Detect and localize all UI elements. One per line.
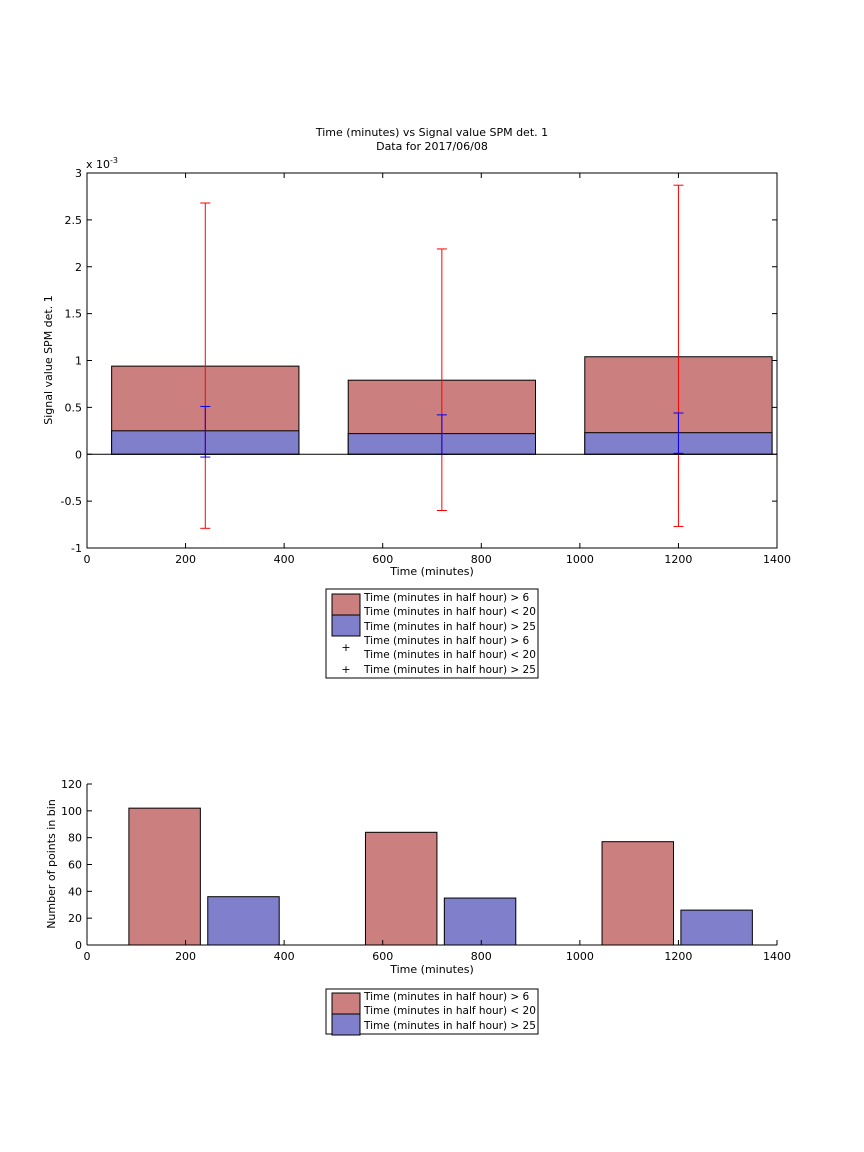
errorbar-series1-3 bbox=[673, 184, 684, 527]
signal-chart: Time (minutes) vs Signal value SPM det. … bbox=[42, 126, 791, 679]
y-tick-label: 100 bbox=[61, 805, 82, 818]
y-tick-label: 120 bbox=[61, 778, 82, 791]
errorbar-series1-2 bbox=[436, 248, 447, 511]
legend-swatch-red-bar bbox=[331, 593, 361, 616]
count-bar-series2-2 bbox=[443, 897, 517, 946]
legend-label-red-bar-line2: Time (minutes in half hour) < 20 bbox=[363, 606, 536, 618]
legend-swatch-blue-bar bbox=[331, 1013, 361, 1036]
y-exponent-label: x 10-3 bbox=[86, 156, 118, 171]
y-tick-label: 60 bbox=[68, 859, 82, 872]
chart-title: Time (minutes) vs Signal value SPM det. … bbox=[315, 126, 548, 139]
count-legend: Time (minutes in half hour) > 6 Time (mi… bbox=[325, 988, 539, 1036]
legend-label-red-bar-line1: Time (minutes in half hour) > 6 bbox=[363, 991, 530, 1003]
y-axis-label: Signal value SPM det. 1 bbox=[42, 295, 55, 425]
legend-label-red-bar-line1: Time (minutes in half hour) > 6 bbox=[363, 592, 530, 604]
x-tick-label: 1000 bbox=[566, 950, 594, 963]
x-tick-label: 1400 bbox=[763, 553, 791, 566]
x-tick-label: 1400 bbox=[763, 950, 791, 963]
y-ticks: 0 20 40 60 80 100 120 bbox=[61, 778, 92, 952]
y-tick-label: 1 bbox=[75, 355, 82, 368]
count-bars bbox=[128, 807, 753, 946]
y-tick-label: 0 bbox=[75, 939, 82, 952]
y-axis-label: Number of points in bin bbox=[45, 799, 58, 929]
y-tick-label: -0.5 bbox=[61, 495, 82, 508]
legend-box bbox=[325, 588, 539, 679]
y-tick-label: 2.5 bbox=[65, 214, 83, 227]
signal-errorbars bbox=[200, 184, 684, 529]
x-tick-label: 800 bbox=[471, 553, 492, 566]
x-axis-label: Time (minutes) bbox=[389, 565, 474, 578]
y-tick-label: 80 bbox=[68, 832, 82, 845]
chart-subtitle: Data for 2017/06/08 bbox=[376, 140, 488, 153]
count-chart: 0 200 400 600 800 1000 1200 1400 0 20 40 60 80 100 12… bbox=[45, 778, 791, 1036]
x-tick-label: 1200 bbox=[664, 553, 692, 566]
x-tick-label: 400 bbox=[274, 950, 295, 963]
errorbar-series2-1 bbox=[200, 405, 211, 458]
count-bar-series1-1 bbox=[128, 807, 201, 946]
legend-marker-red-errorbar: + bbox=[341, 641, 350, 654]
count-bar-series1-3 bbox=[601, 841, 674, 946]
legend-swatch-red-bar bbox=[331, 992, 361, 1015]
x-axis-label: Time (minutes) bbox=[389, 963, 474, 976]
x-tick-label: 200 bbox=[175, 553, 196, 566]
y-ticks: -1 -0.5 0 0.5 1 1.5 2 2.5 3 bbox=[61, 167, 777, 555]
legend-swatch-blue-bar bbox=[331, 614, 361, 637]
legend-label-red-errorbar-line2: Time (minutes in half hour) < 20 bbox=[363, 649, 536, 661]
x-tick-label: 1200 bbox=[664, 950, 692, 963]
x-ticks: 0 200 400 600 800 1000 1200 1400 bbox=[84, 940, 791, 963]
legend-label-blue-bar: Time (minutes in half hour) > 25 bbox=[363, 621, 536, 633]
legend-box bbox=[325, 988, 539, 1035]
errorbar-series1-1 bbox=[200, 202, 211, 529]
x-tick-label: 800 bbox=[471, 950, 492, 963]
x-tick-label: 0 bbox=[84, 553, 91, 566]
x-ticks: 0 200 400 600 800 1000 1200 1400 bbox=[84, 173, 791, 566]
count-bar-series2-3 bbox=[680, 909, 753, 946]
legend-marker-blue-errorbar: + bbox=[341, 663, 350, 676]
x-tick-label: 600 bbox=[372, 553, 393, 566]
x-tick-label: 1000 bbox=[566, 553, 594, 566]
legend-label-blue-bar: Time (minutes in half hour) > 25 bbox=[363, 1020, 536, 1032]
x-tick-label: 400 bbox=[274, 553, 295, 566]
legend-label-red-errorbar-line1: Time (minutes in half hour) > 6 bbox=[363, 635, 530, 647]
signal-legend: Time (minutes in half hour) > 6 Time (mi… bbox=[325, 588, 539, 679]
errorbar-series2-3 bbox=[673, 412, 684, 454]
legend-label-blue-errorbar: Time (minutes in half hour) > 25 bbox=[363, 664, 536, 676]
y-tick-label: 0.5 bbox=[65, 401, 83, 414]
x-tick-label: 200 bbox=[175, 950, 196, 963]
y-tick-label: 3 bbox=[75, 167, 82, 180]
y-tick-label: 2 bbox=[75, 261, 82, 274]
y-tick-label: -1 bbox=[71, 542, 82, 555]
y-tick-label: 0 bbox=[75, 448, 82, 461]
x-tick-label: 0 bbox=[84, 950, 91, 963]
y-tick-label: 20 bbox=[68, 912, 82, 925]
y-tick-label: 40 bbox=[68, 885, 82, 898]
x-tick-label: 600 bbox=[372, 950, 393, 963]
y-tick-label: 1.5 bbox=[65, 308, 83, 321]
count-bar-series1-2 bbox=[364, 831, 438, 946]
count-bar-series2-1 bbox=[207, 896, 280, 946]
legend-label-red-bar-line2: Time (minutes in half hour) < 20 bbox=[363, 1005, 536, 1017]
